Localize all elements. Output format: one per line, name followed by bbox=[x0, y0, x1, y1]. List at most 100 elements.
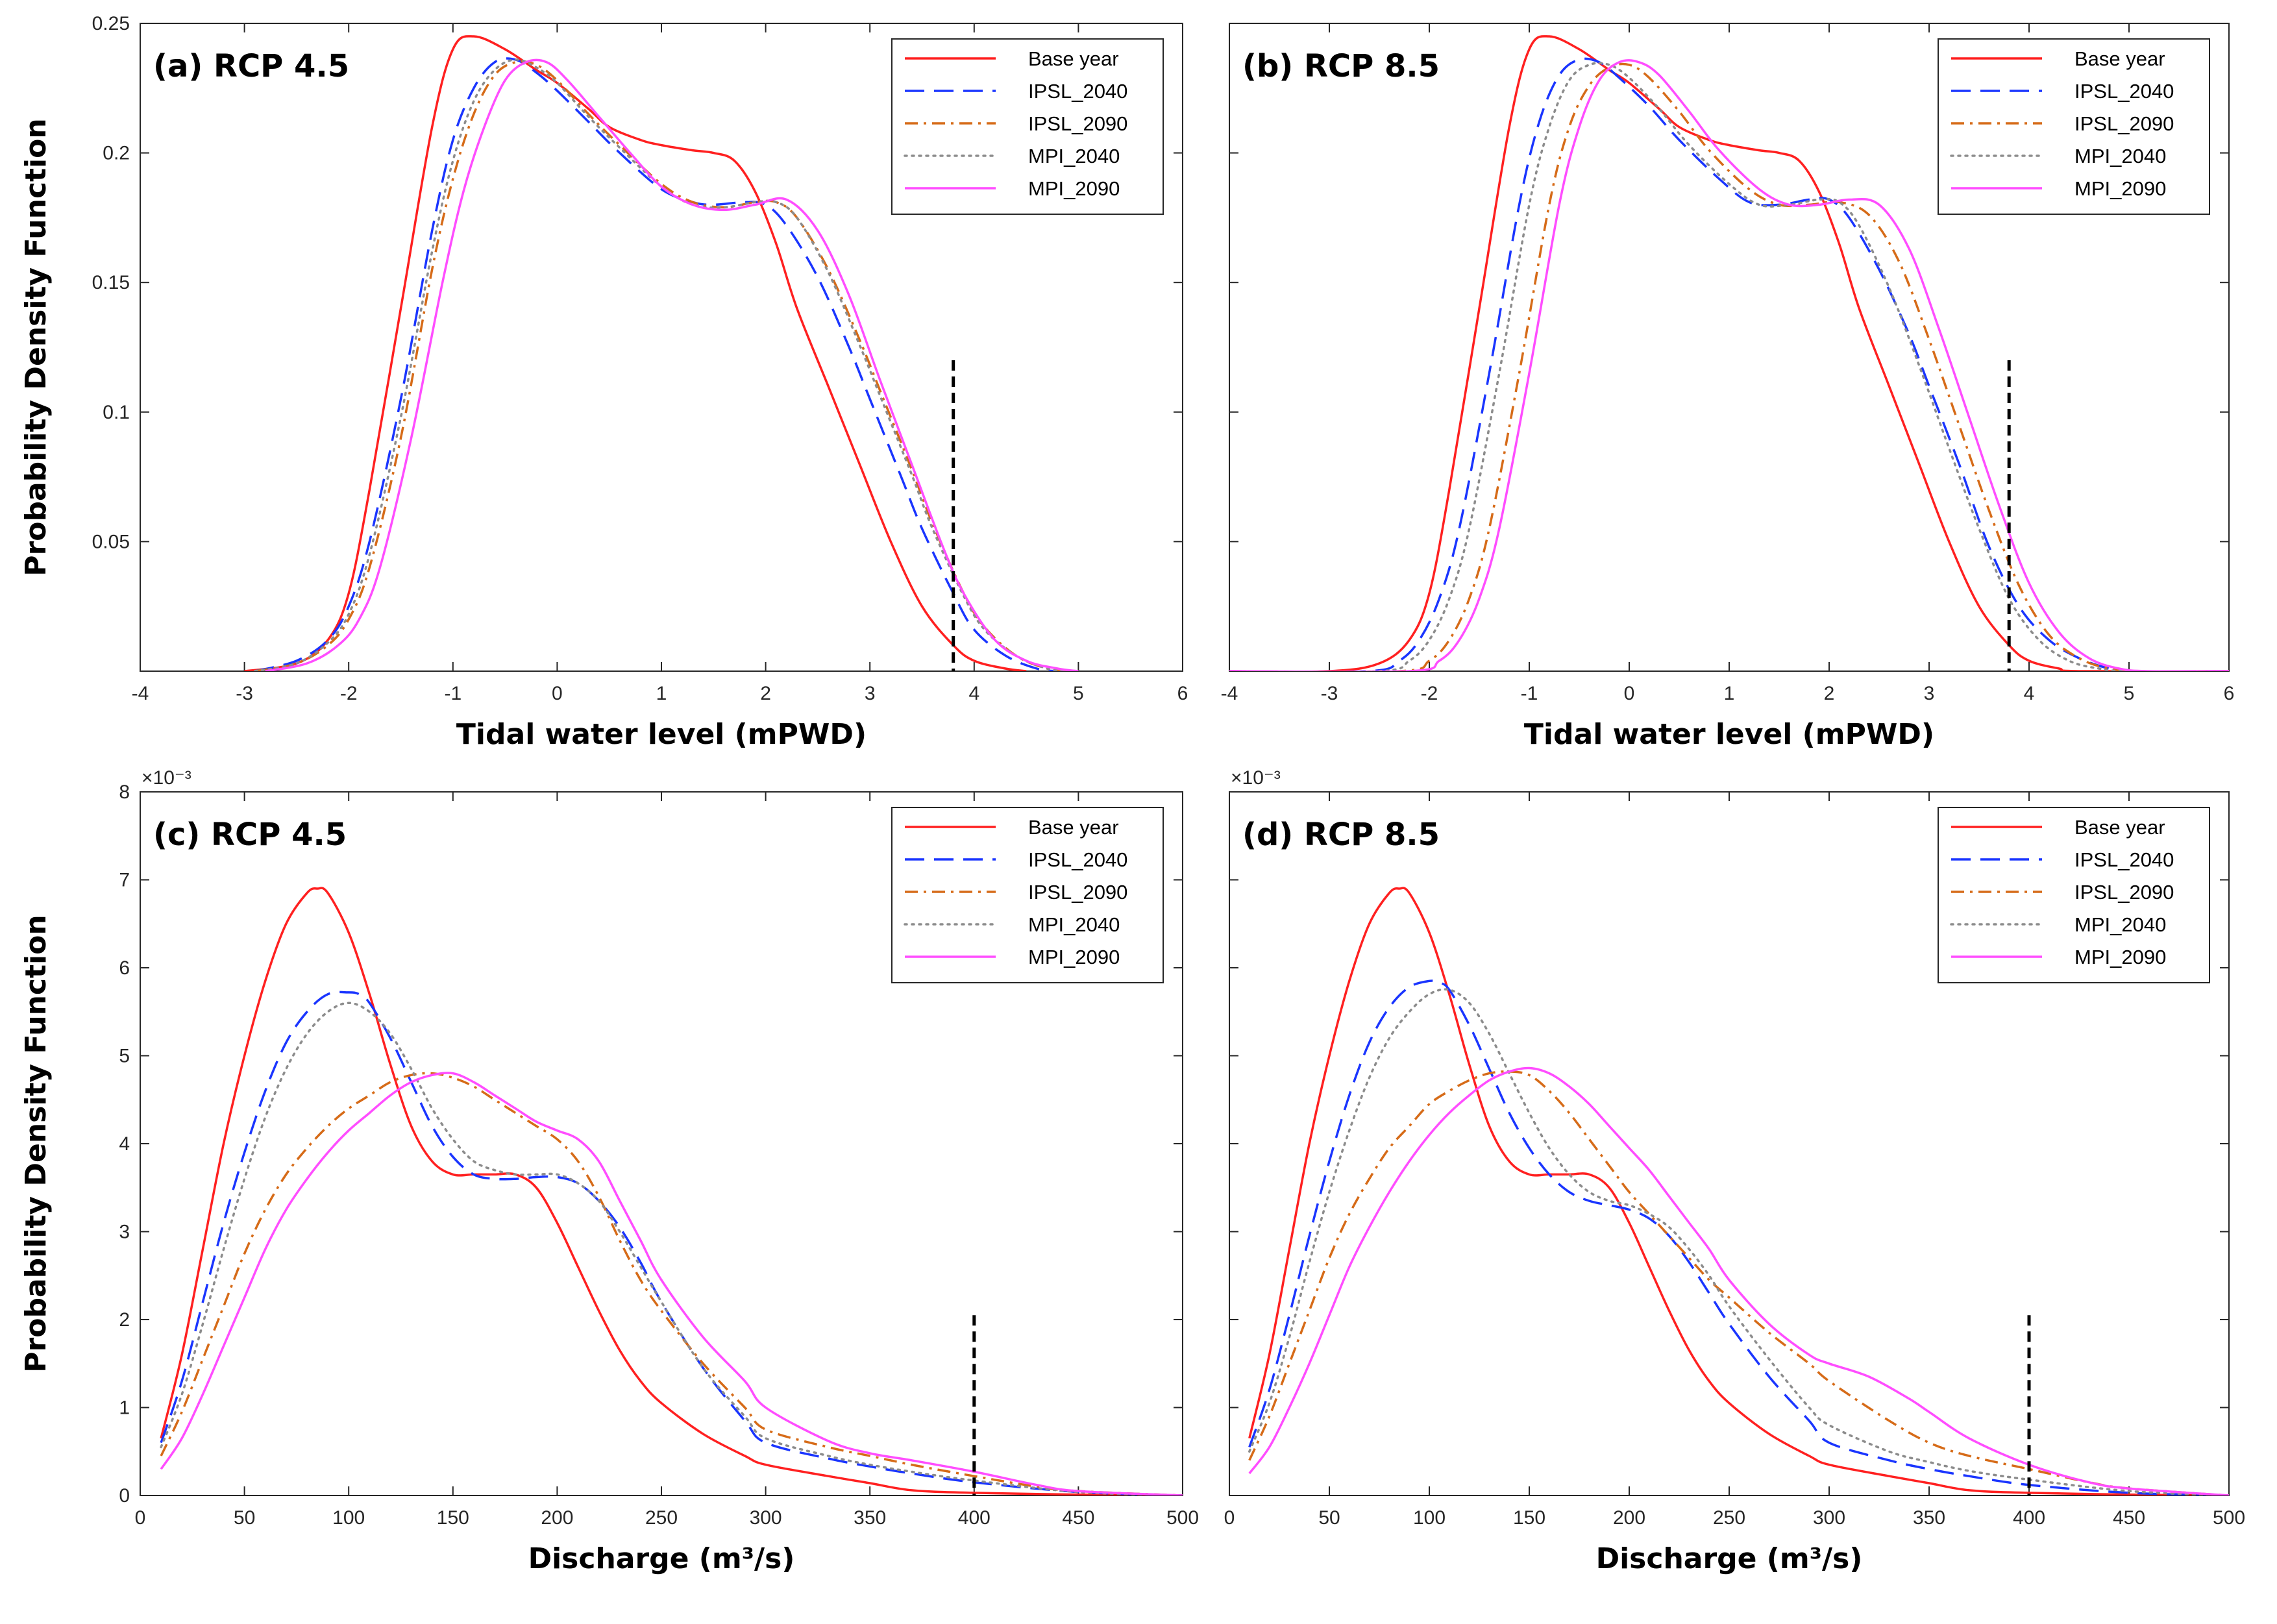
series-line-mpi-2040 bbox=[1229, 62, 2229, 671]
legend-label: IPSL_2040 bbox=[2074, 848, 2174, 871]
legend-label: MPI_2090 bbox=[2074, 946, 2166, 968]
x-tick-label: 1 bbox=[1724, 683, 1735, 704]
x-tick-label: 2 bbox=[1824, 683, 1835, 704]
x-axis-label: Discharge (m³/s) bbox=[1596, 1542, 1863, 1575]
x-tick-label: -1 bbox=[444, 683, 462, 704]
legend-label: MPI_2040 bbox=[2074, 913, 2166, 936]
legend: Base year IPSL_2040 IPSL_2090 MPI_2040 MPI_2… bbox=[1938, 38, 2210, 215]
legend-box bbox=[891, 807, 1164, 983]
legend: Base year IPSL_2040 IPSL_2090 MPI_2040 MPI_2… bbox=[1938, 807, 2210, 983]
x-axis-label: Discharge (m³/s) bbox=[528, 1542, 795, 1575]
y-tick-label: 6 bbox=[119, 957, 130, 979]
legend-box bbox=[1938, 38, 2210, 215]
x-tick-label: 0 bbox=[1224, 1507, 1235, 1529]
y-tick-label: 3 bbox=[119, 1222, 130, 1243]
panel-d: 0 50 100 150 200 250 300 350 400 450 500 ×10⁻³ Disch… bbox=[1224, 767, 2245, 1575]
x-tick-label: 300 bbox=[1813, 1507, 1845, 1529]
legend: Base year IPSL_2040 IPSL_2090 MPI_2040 MPI_2… bbox=[891, 807, 1164, 983]
x-tick-label: 50 bbox=[234, 1507, 255, 1529]
panel-title: (d) RCP 8.5 bbox=[1242, 817, 1440, 853]
y-tick-label: 5 bbox=[119, 1046, 130, 1067]
y-tick-label: 7 bbox=[119, 870, 130, 891]
x-tick-label: 3 bbox=[1924, 683, 1935, 704]
series-line-mpi-2040 bbox=[253, 58, 1070, 671]
legend-label: IPSL_2090 bbox=[2074, 112, 2174, 135]
series-line-mpi-2090 bbox=[1248, 1066, 2229, 1495]
x-tick-label: 400 bbox=[958, 1507, 991, 1529]
series-line-mpi-2040 bbox=[160, 1002, 1183, 1495]
x-tick-label: 3 bbox=[865, 683, 876, 704]
x-tick-label: 400 bbox=[2013, 1507, 2045, 1529]
panel-c: 0 50 100 150 200 250 300 350 400 450 500 0 1 2 3 4 5 6 7 8 ×… bbox=[19, 767, 1199, 1575]
legend-label: IPSL_2090 bbox=[2074, 881, 2174, 904]
x-tick-label: 200 bbox=[1613, 1507, 1645, 1529]
legend-label: MPI_2090 bbox=[1028, 946, 1120, 968]
series-group bbox=[1229, 35, 2229, 671]
series-line-base-year bbox=[160, 887, 1183, 1495]
x-tick-label: 0 bbox=[552, 683, 563, 704]
y-multiplier: ×10⁻³ bbox=[142, 767, 191, 789]
x-tick-label: 6 bbox=[2224, 683, 2235, 704]
x-tick-label: 300 bbox=[750, 1507, 782, 1529]
y-multiplier: ×10⁻³ bbox=[1231, 767, 1281, 789]
x-tick-label: -3 bbox=[236, 683, 253, 704]
x-tick-label: -1 bbox=[1521, 683, 1538, 704]
x-tick-label: 250 bbox=[1713, 1507, 1745, 1529]
x-tick-label: 500 bbox=[2213, 1507, 2245, 1529]
x-tick-label: 150 bbox=[1513, 1507, 1545, 1529]
x-axis-label: Tidal water level (mPWD) bbox=[1524, 718, 1934, 751]
series-group bbox=[1248, 887, 2229, 1495]
x-tick-label: 350 bbox=[854, 1507, 886, 1529]
legend-label: IPSL_2040 bbox=[1028, 80, 1127, 103]
legend-label: Base year bbox=[2074, 47, 2165, 70]
x-tick-label: 0 bbox=[1624, 683, 1635, 704]
series-line-mpi-2090 bbox=[160, 1072, 1183, 1495]
legend-label: IPSL_2090 bbox=[1028, 881, 1127, 904]
x-axis-label: Tidal water level (mPWD) bbox=[456, 718, 867, 751]
panel-a: -4 -3 -2 -1 0 1 2 3 4 5 6 0.05 0.1 0.15 0.2 0.25 Tidal w… bbox=[19, 13, 1188, 751]
legend-label: Base year bbox=[1028, 47, 1119, 70]
x-tick-label: 4 bbox=[2024, 683, 2035, 704]
series-line-ipsl-2090 bbox=[1229, 62, 2229, 671]
y-axis-label: Probability Density Function bbox=[19, 118, 53, 576]
y-tick-label: 0.25 bbox=[92, 13, 130, 34]
panel-title: (a) RCP 4.5 bbox=[153, 48, 349, 84]
legend-label: MPI_2040 bbox=[1028, 913, 1120, 936]
x-tick-label: 2 bbox=[760, 683, 771, 704]
y-tick-label: 0.1 bbox=[103, 402, 130, 423]
legend-box bbox=[891, 38, 1164, 215]
x-tick-label: 150 bbox=[437, 1507, 469, 1529]
legend-label: IPSL_2040 bbox=[1028, 848, 1127, 871]
series-line-ipsl-2040 bbox=[1248, 979, 2229, 1495]
legend-label: Base year bbox=[1028, 816, 1119, 839]
y-tick-label: 1 bbox=[119, 1397, 130, 1419]
series-line-mpi-2040 bbox=[1248, 988, 2229, 1495]
x-tick-label: 5 bbox=[1073, 683, 1084, 704]
x-tick-label: -2 bbox=[1421, 683, 1438, 704]
legend-label: IPSL_2090 bbox=[1028, 112, 1127, 135]
legend: Base year IPSL_2040 IPSL_2090 MPI_2040 MPI_2… bbox=[891, 38, 1164, 215]
x-tick-label: 500 bbox=[1166, 1507, 1199, 1529]
y-tick-label: 0 bbox=[119, 1485, 130, 1507]
series-line-ipsl-2040 bbox=[160, 990, 1183, 1495]
x-tick-label: 200 bbox=[541, 1507, 573, 1529]
y-tick-label: 0.05 bbox=[92, 531, 130, 552]
y-tick-label: 4 bbox=[119, 1133, 130, 1155]
series-line-base-year bbox=[1248, 887, 2229, 1495]
legend-label: MPI_2040 bbox=[1028, 145, 1120, 167]
x-tick-label: 50 bbox=[1318, 1507, 1340, 1529]
series-line-base-year bbox=[244, 35, 1027, 671]
series-line-ipsl-2090 bbox=[1248, 1070, 2229, 1495]
x-tick-label: 100 bbox=[332, 1507, 365, 1529]
x-tick-label: -3 bbox=[1321, 683, 1338, 704]
series-group bbox=[160, 887, 1183, 1495]
x-tick-label: 4 bbox=[968, 683, 979, 704]
legend-label: IPSL_2040 bbox=[2074, 80, 2174, 103]
series-line-ipsl-2090 bbox=[160, 1072, 1183, 1495]
y-tick-label: 8 bbox=[119, 781, 130, 803]
x-tick-label: 6 bbox=[1177, 683, 1188, 704]
legend-label: MPI_2090 bbox=[2074, 177, 2166, 200]
legend-box bbox=[1938, 807, 2210, 983]
panel-title: (b) RCP 8.5 bbox=[1242, 48, 1440, 84]
